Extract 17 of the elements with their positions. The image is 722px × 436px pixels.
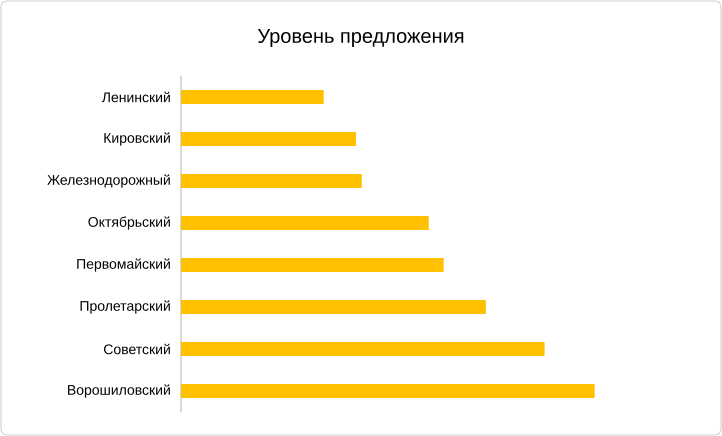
bar (181, 132, 356, 146)
bar (181, 300, 486, 314)
bar (181, 90, 324, 104)
y-tick-label: Октябрьский (88, 216, 170, 230)
y-tick-label: Кировский (104, 132, 170, 146)
y-tick-label: Ворошиловский (68, 384, 170, 398)
bar (181, 174, 362, 188)
chart-title: Уровень предложения (258, 29, 464, 47)
y-tick-label: Советский (104, 344, 170, 354)
y-tick-label: Железнодорожный (47, 174, 170, 188)
bar (181, 384, 595, 398)
y-tick-label: Пролетарский (80, 300, 170, 314)
y-tick-label: Ленинский (102, 92, 170, 102)
y-tick-label: Первомайский (77, 258, 170, 272)
bar (181, 216, 429, 230)
bar (181, 258, 444, 272)
bar (181, 342, 545, 356)
